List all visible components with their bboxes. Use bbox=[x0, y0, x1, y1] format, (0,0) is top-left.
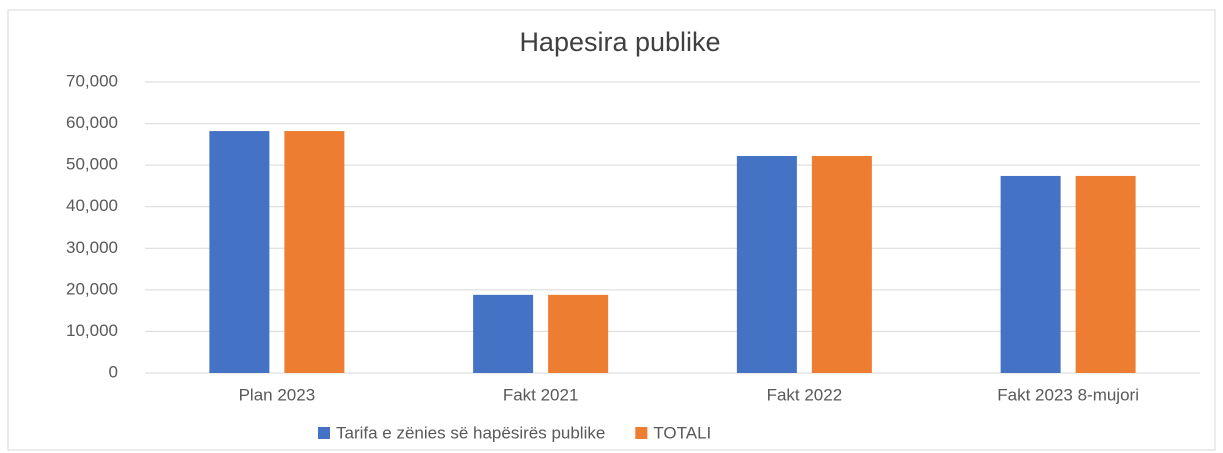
bar bbox=[1000, 175, 1061, 373]
legend-swatch bbox=[318, 427, 330, 439]
y-tick-label: 70,000 bbox=[66, 71, 118, 90]
bar bbox=[548, 294, 609, 373]
bar bbox=[736, 155, 797, 373]
y-tick-label: 10,000 bbox=[66, 321, 118, 340]
legend-label: TOTALI bbox=[653, 423, 711, 442]
x-tick-label: Fakt 2022 bbox=[767, 385, 843, 404]
y-tick-label: 60,000 bbox=[66, 113, 118, 132]
y-tick-label: 20,000 bbox=[66, 279, 118, 298]
x-tick-label: Plan 2023 bbox=[239, 385, 316, 404]
legend-label: Tarifa e zënies së hapësirës publike bbox=[336, 423, 605, 442]
legend-swatch bbox=[635, 427, 648, 439]
bar bbox=[284, 131, 345, 373]
x-tick-label: Fakt 2023 8-mujori bbox=[997, 385, 1139, 404]
y-tick-label: 30,000 bbox=[66, 238, 118, 257]
bar bbox=[1075, 175, 1136, 373]
bar bbox=[811, 155, 872, 373]
bar bbox=[473, 294, 534, 373]
x-tick-label: Fakt 2021 bbox=[503, 385, 579, 404]
y-tick-label: 0 bbox=[109, 362, 118, 381]
y-tick-label: 40,000 bbox=[66, 196, 118, 215]
y-tick-label: 50,000 bbox=[66, 155, 118, 174]
bar bbox=[209, 131, 270, 373]
chart-title: Hapesira publike bbox=[519, 27, 720, 57]
